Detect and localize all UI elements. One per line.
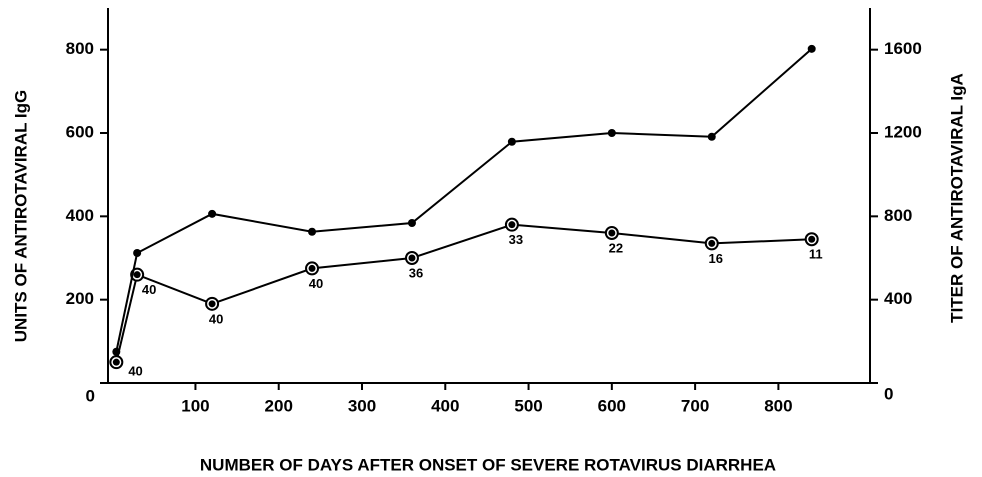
point-label: 36 — [409, 265, 423, 280]
y2-tick-label: 800 — [884, 206, 912, 225]
x-tick-label: 100 — [181, 396, 209, 415]
data-point-core — [112, 358, 120, 366]
data-point-core — [608, 229, 616, 237]
data-point — [607, 129, 616, 137]
y2-tick-label: 1200 — [884, 122, 922, 141]
y-tick-label: 600 — [66, 122, 94, 141]
point-label: 40 — [309, 276, 323, 291]
data-point — [308, 227, 317, 236]
y2-tick-label: 1600 — [884, 39, 922, 58]
y-tick-label: 400 — [66, 206, 94, 225]
series-line — [115, 48, 813, 352]
data-point — [208, 209, 217, 218]
data-point-core — [808, 235, 816, 243]
x-tick-label: 700 — [681, 396, 709, 415]
data-point — [407, 219, 416, 227]
data-point-core — [508, 221, 516, 229]
y-tick-label: 0 — [86, 386, 95, 405]
y2-tick-label: 0 — [884, 384, 893, 403]
data-point-core — [208, 300, 216, 308]
point-label: 11 — [809, 247, 823, 262]
y-tick-label: 800 — [66, 39, 94, 58]
x-tick-label: 400 — [431, 396, 459, 415]
data-point — [807, 44, 816, 53]
x-tick-label: 200 — [265, 396, 293, 415]
point-label: 40 — [142, 282, 156, 297]
data-point-core — [708, 239, 716, 247]
data-point — [507, 137, 516, 146]
data-point-core — [408, 254, 416, 262]
x-axis-title: NUMBER OF DAYS AFTER ONSET OF SEVERE ROT… — [200, 455, 776, 474]
data-point-core — [308, 264, 316, 272]
point-label: 40 — [209, 311, 223, 326]
point-label: 40 — [128, 364, 142, 379]
x-tick-label: 800 — [764, 396, 792, 415]
y-tick-label: 200 — [66, 289, 94, 308]
y-axis-title: UNITS OF ANTIROTAVIRAL IgG — [11, 90, 30, 342]
point-label: 33 — [509, 232, 523, 247]
y2-tick-label: 400 — [884, 289, 912, 308]
data-point — [112, 347, 121, 356]
x-tick-label: 500 — [514, 396, 542, 415]
point-label: 16 — [709, 251, 723, 266]
data-point-core — [133, 271, 141, 279]
data-point — [707, 132, 716, 141]
x-tick-label: 300 — [348, 396, 376, 415]
x-tick-label: 600 — [598, 396, 626, 415]
y2-axis-title: TITER OF ANTIROTAVIRAL IgA — [947, 73, 966, 323]
point-label: 22 — [609, 240, 623, 255]
data-point — [133, 249, 142, 257]
